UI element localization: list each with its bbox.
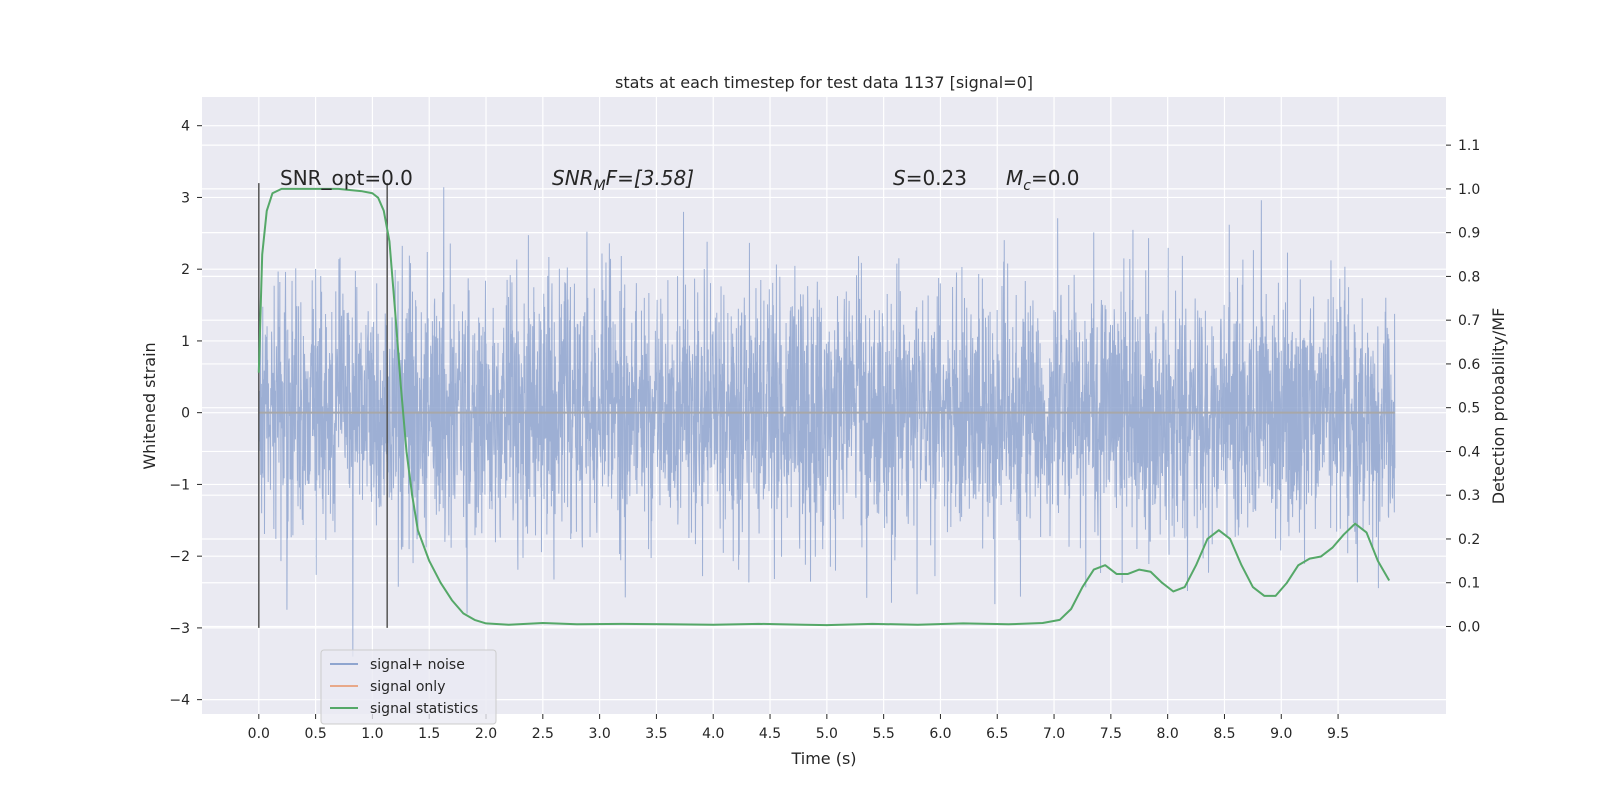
x-tick-label-19: 9.5 [1327, 726, 1349, 742]
vertical-markers [258, 183, 388, 628]
x-tick-label-17: 8.5 [1213, 726, 1235, 742]
x-tick-label-18: 9.0 [1270, 726, 1292, 742]
mc-value: =0.0 [1031, 166, 1080, 190]
y2-tick-label-8: 0.3 [1458, 488, 1480, 504]
y2-tick-label-4: 0.7 [1458, 313, 1480, 329]
y-tick-label-0: 4 [181, 119, 190, 135]
x-tick-label-13: 6.5 [986, 726, 1008, 742]
y-tick-label-1: 3 [181, 190, 190, 206]
y2-tick-label-3: 0.8 [1458, 269, 1480, 285]
x-tick-label-2: 1.0 [361, 726, 383, 742]
s-value: =0.23 [906, 166, 967, 190]
legend-label-signal-noise: signal+ noise [370, 657, 465, 673]
legend: signal+ noise signal only signal statist… [320, 649, 497, 725]
x-tick-label-8: 4.0 [702, 726, 724, 742]
y2-tick-label-11: 0.0 [1458, 619, 1480, 635]
y-tick-label-5: −1 [169, 477, 190, 493]
snr-mf-value: F=[3.58] [606, 166, 694, 190]
line-signal-noise [258, 187, 1396, 657]
y2-tick-label-7: 0.4 [1458, 444, 1480, 460]
x-tick-label-11: 5.5 [873, 726, 895, 742]
s-base: S [893, 166, 906, 190]
x-tick-label-4: 2.0 [475, 726, 497, 742]
y-tick-label-4: 0 [181, 406, 190, 422]
annotation-mc: Mc=0.0 [1006, 166, 1080, 194]
y2-tick-label-6: 0.5 [1458, 401, 1480, 417]
y2-tick-labels: 1.1 1.0 0.9 0.8 0.7 0.6 0.5 0.4 0.3 0.2 0.1 0.0 [1446, 138, 1480, 635]
annotation-snr-opt: SNR_opt=0.0 [280, 166, 413, 190]
y2-tick-label-0: 1.1 [1458, 138, 1480, 154]
legend-label-signal-statistics: signal statistics [370, 701, 478, 717]
y-axis-label: Whitened strain [140, 342, 159, 469]
x-tick-label-10: 5.0 [816, 726, 838, 742]
series-signal-noise [258, 187, 1396, 657]
x-tick-label-7: 3.5 [645, 726, 667, 742]
series-signal-statistics [257, 187, 1391, 627]
chart-title: stats at each timestep for test data 113… [615, 73, 1033, 92]
legend-label-signal-only: signal only [370, 679, 445, 695]
snr-mf-subscript: M [594, 178, 606, 194]
x-tick-label-6: 3.0 [588, 726, 610, 742]
y-tick-label-6: −2 [169, 549, 190, 565]
mc-base: M [1006, 166, 1023, 190]
x-tick-label-1: 0.5 [304, 726, 326, 742]
x-axis-label: Time (s) [790, 749, 856, 768]
snr-mf-base: SNR [552, 166, 594, 190]
y2-axis-label: Detection probability/MF [1489, 308, 1508, 505]
x-tick-label-5: 2.5 [532, 726, 554, 742]
annotation-s: S=0.23 [893, 166, 967, 190]
y-tick-label-3: 1 [181, 334, 190, 350]
x-tick-label-9: 4.5 [759, 726, 781, 742]
x-tick-labels: 0.0 0.5 1.0 1.5 2.0 2.5 3.0 3.5 4.0 4.5 5.0 5.5 6.0 6… [248, 714, 1349, 742]
y-tick-label-2: 2 [181, 262, 190, 278]
legend-box [320, 649, 497, 725]
y-tick-label-8: −4 [169, 693, 190, 709]
y2-tick-label-10: 0.1 [1458, 576, 1480, 592]
y2-tick-label-5: 0.6 [1458, 357, 1480, 373]
annotation-snr-mf: SNRMF=[3.58] [552, 166, 694, 194]
mc-subscript: c [1023, 178, 1031, 194]
y2-tick-label-1: 1.0 [1458, 182, 1480, 198]
y2-tick-label-9: 0.2 [1458, 532, 1480, 548]
x-tick-label-3: 1.5 [418, 726, 440, 742]
x-tick-label-0: 0.0 [248, 726, 270, 742]
x-tick-label-15: 7.5 [1100, 726, 1122, 742]
x-tick-label-16: 8.0 [1157, 726, 1179, 742]
y2-tick-label-2: 0.9 [1458, 226, 1480, 242]
x-tick-label-12: 6.0 [929, 726, 951, 742]
y-tick-labels: 4 3 2 1 0 −1 −2 −3 −4 [169, 119, 202, 709]
y-tick-label-7: −3 [169, 621, 190, 637]
line-signal-statistics [257, 187, 1391, 627]
x-tick-label-14: 7.0 [1043, 726, 1065, 742]
